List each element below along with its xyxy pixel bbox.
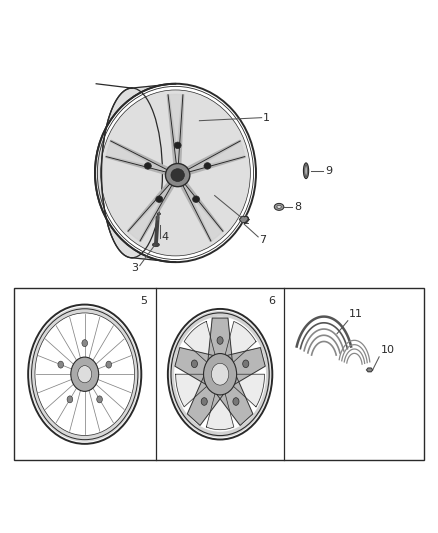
Ellipse shape [233,398,239,405]
Polygon shape [106,156,178,177]
Ellipse shape [174,142,181,149]
Polygon shape [175,348,213,384]
Polygon shape [127,173,180,232]
Ellipse shape [67,396,73,403]
Bar [14,288,424,460]
Text: 3: 3 [131,263,138,273]
Ellipse shape [305,165,307,177]
Ellipse shape [191,360,198,368]
Polygon shape [176,173,223,232]
Ellipse shape [274,204,284,211]
Ellipse shape [174,317,266,432]
Ellipse shape [171,169,184,181]
Polygon shape [128,175,178,241]
Text: 10: 10 [381,345,395,355]
Ellipse shape [170,311,271,438]
Text: 4: 4 [162,232,169,242]
Polygon shape [167,95,180,175]
Polygon shape [206,393,234,430]
Polygon shape [176,374,208,407]
Ellipse shape [157,213,161,215]
Ellipse shape [71,357,99,391]
Text: 11: 11 [349,309,363,319]
Ellipse shape [145,163,152,169]
Polygon shape [178,175,223,241]
Polygon shape [177,140,240,177]
Polygon shape [208,318,232,361]
Text: 9: 9 [325,166,332,176]
Ellipse shape [58,361,64,368]
Text: 2: 2 [243,216,250,226]
Polygon shape [175,174,212,241]
Polygon shape [217,376,253,425]
Text: 1: 1 [263,112,270,123]
Polygon shape [233,374,265,407]
Ellipse shape [30,306,140,442]
Polygon shape [168,94,183,175]
Polygon shape [95,84,176,262]
Polygon shape [178,141,245,175]
Polygon shape [175,95,184,175]
Polygon shape [139,174,180,241]
Polygon shape [367,368,373,372]
Ellipse shape [243,360,249,368]
Ellipse shape [193,196,200,203]
Ellipse shape [166,164,190,187]
Ellipse shape [277,205,281,208]
Ellipse shape [304,163,309,179]
Polygon shape [106,141,178,175]
Ellipse shape [212,364,229,385]
Text: 5: 5 [140,296,147,306]
Ellipse shape [204,353,237,395]
Ellipse shape [101,90,251,256]
Ellipse shape [97,396,102,403]
Text: 8: 8 [294,202,301,212]
Ellipse shape [106,361,112,368]
Polygon shape [227,348,265,384]
Polygon shape [110,140,179,177]
Ellipse shape [152,243,159,247]
Ellipse shape [201,398,207,405]
Polygon shape [184,321,215,362]
Ellipse shape [35,313,134,435]
Ellipse shape [204,163,211,169]
Polygon shape [240,216,249,223]
Text: 7: 7 [259,235,267,245]
Polygon shape [177,156,245,177]
Polygon shape [187,376,223,425]
Ellipse shape [78,366,92,383]
Polygon shape [225,321,256,362]
Ellipse shape [156,196,162,203]
Text: 6: 6 [268,296,276,306]
Ellipse shape [217,337,223,344]
Ellipse shape [82,340,88,346]
